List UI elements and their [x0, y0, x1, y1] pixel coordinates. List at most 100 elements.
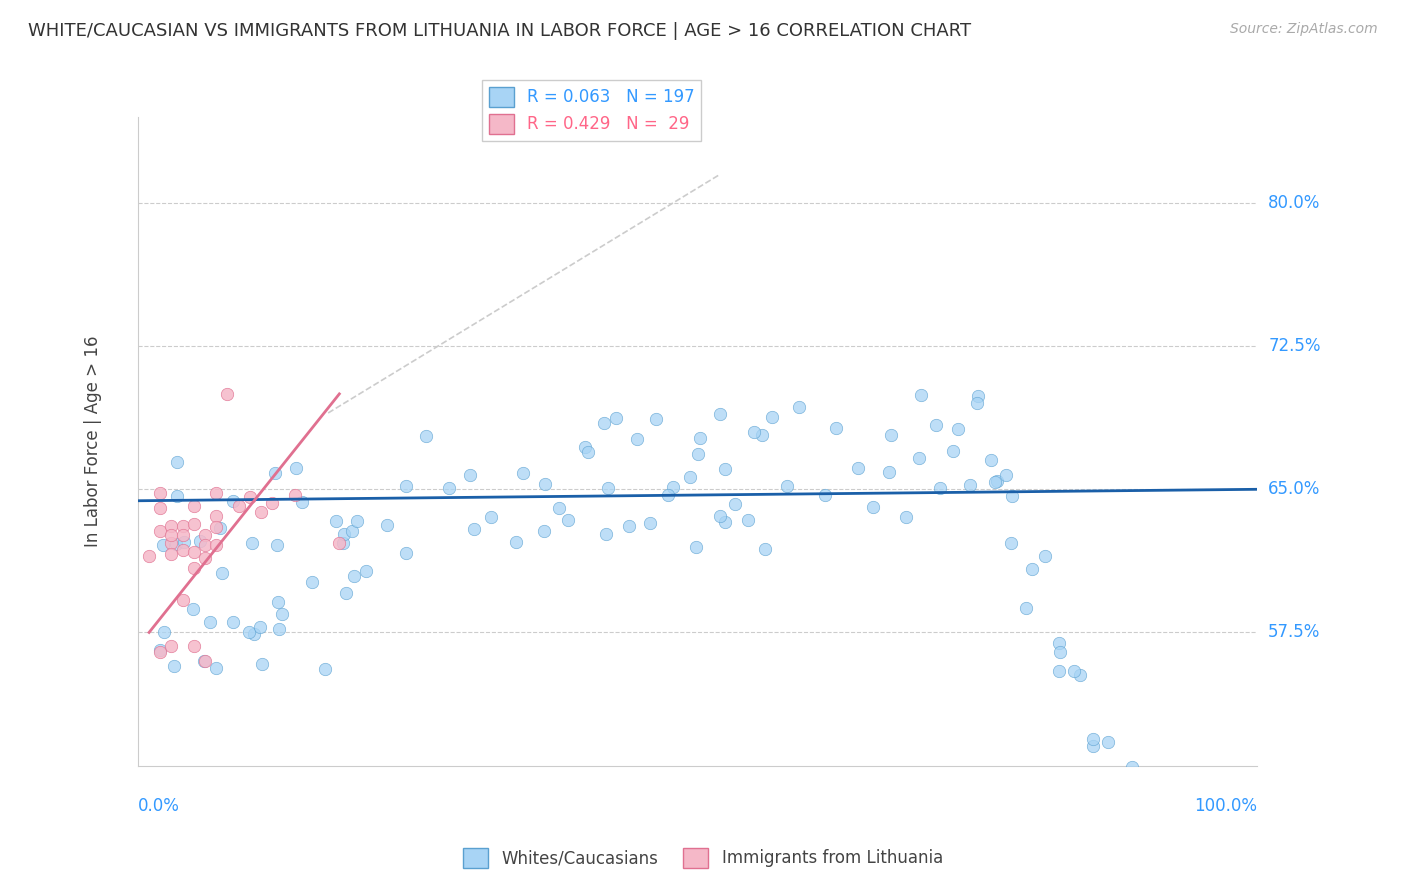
Point: [1049, 645, 1071, 659]
Point: [463, 522, 485, 536]
Point: [714, 516, 737, 530]
Point: [395, 479, 418, 493]
Point: [533, 524, 555, 538]
Point: [645, 412, 668, 426]
Legend: Whites/Caucasians, Immigrants from Lithuania: Whites/Caucasians, Immigrants from Lithu…: [457, 841, 949, 875]
Point: [172, 528, 194, 542]
Point: [846, 460, 869, 475]
Point: [1136, 864, 1159, 879]
Point: [335, 586, 357, 600]
Point: [271, 607, 294, 621]
Point: [1021, 562, 1043, 576]
Point: [240, 535, 263, 549]
Point: [685, 541, 707, 555]
Point: [980, 453, 1002, 467]
Point: [160, 547, 183, 561]
Point: [761, 409, 783, 424]
Point: [908, 450, 931, 465]
Point: [709, 508, 731, 523]
Point: [183, 516, 205, 531]
Point: [183, 560, 205, 574]
Point: [1122, 794, 1144, 808]
Point: [152, 538, 174, 552]
Point: [205, 520, 228, 534]
Point: [742, 425, 765, 439]
Point: [200, 615, 222, 629]
Point: [605, 411, 627, 425]
Point: [346, 514, 368, 528]
Point: [925, 418, 948, 433]
Point: [267, 623, 290, 637]
Point: [1015, 601, 1038, 615]
Point: [354, 565, 377, 579]
Point: [574, 440, 596, 454]
Point: [242, 627, 264, 641]
Point: [1000, 535, 1022, 549]
Point: [211, 566, 233, 580]
Point: [596, 481, 619, 495]
Point: [222, 615, 245, 629]
Point: [205, 486, 228, 500]
Point: [209, 521, 232, 535]
Point: [1115, 765, 1137, 780]
Point: [149, 486, 172, 500]
Point: [152, 625, 174, 640]
Point: [776, 478, 799, 492]
Point: [548, 501, 571, 516]
Point: [166, 489, 188, 503]
Point: [709, 407, 731, 421]
Point: [1083, 739, 1105, 753]
Point: [479, 510, 502, 524]
Point: [183, 545, 205, 559]
Text: 0.0%: 0.0%: [138, 797, 180, 814]
Point: [505, 535, 527, 549]
Point: [264, 467, 287, 481]
Point: [946, 421, 969, 435]
Point: [193, 654, 215, 668]
Point: [1001, 489, 1024, 503]
Point: [138, 549, 160, 563]
Point: [1097, 735, 1119, 749]
Point: [160, 535, 183, 549]
Point: [626, 433, 648, 447]
Point: [194, 538, 217, 552]
Legend: R = 0.063   N = 197, R = 0.429   N =  29: R = 0.063 N = 197, R = 0.429 N = 29: [482, 80, 702, 141]
Point: [724, 497, 747, 511]
Point: [217, 387, 239, 401]
Point: [239, 490, 262, 504]
Point: [301, 574, 323, 589]
Point: [737, 513, 759, 527]
Point: [149, 501, 172, 516]
Point: [1033, 549, 1056, 563]
Point: [172, 518, 194, 533]
Point: [250, 657, 273, 671]
Point: [1081, 732, 1104, 747]
Point: [267, 595, 290, 609]
Point: [994, 467, 1017, 482]
Point: [1063, 664, 1085, 678]
Point: [205, 538, 228, 552]
Point: [824, 421, 846, 435]
Point: [595, 527, 617, 541]
Point: [250, 505, 273, 519]
Point: [160, 518, 183, 533]
Point: [343, 569, 366, 583]
Point: [342, 524, 364, 538]
Point: [165, 537, 187, 551]
Point: [325, 514, 347, 528]
Point: [910, 387, 932, 401]
Point: [194, 528, 217, 542]
Point: [172, 593, 194, 607]
Point: [266, 538, 288, 552]
Point: [880, 428, 903, 442]
Point: [172, 543, 194, 558]
Point: [1069, 668, 1091, 682]
Point: [754, 542, 776, 557]
Point: [183, 500, 205, 514]
Point: [751, 427, 773, 442]
Point: [714, 461, 737, 475]
Point: [966, 396, 988, 410]
Point: [557, 513, 579, 527]
Point: [534, 477, 557, 491]
Point: [194, 551, 217, 566]
